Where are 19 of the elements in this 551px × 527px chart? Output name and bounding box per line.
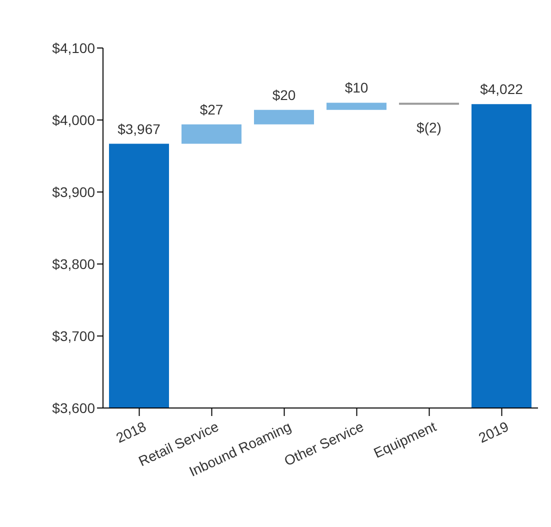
- data-label: $10: [344, 80, 368, 96]
- bar: [182, 124, 242, 144]
- bar: [109, 144, 169, 408]
- y-tick-label: $4,100: [52, 40, 96, 56]
- data-label: $20: [272, 86, 296, 103]
- bar: [254, 110, 314, 124]
- y-tick-label: $3,800: [52, 256, 96, 272]
- data-label: $27: [200, 101, 224, 118]
- data-label: $(2): [416, 120, 442, 136]
- x-tick-label: 2018: [114, 418, 149, 446]
- y-tick-label: $3,900: [52, 184, 96, 200]
- data-label: $3,967: [118, 120, 161, 137]
- y-tick-label: $4,000: [52, 112, 96, 128]
- y-tick-label: $3,700: [52, 328, 96, 344]
- data-label: $4,022: [480, 81, 524, 98]
- x-tick-label: 2019: [476, 418, 512, 446]
- bar: [472, 104, 532, 408]
- y-tick-label: $3,600: [52, 400, 96, 416]
- bar: [326, 102, 386, 110]
